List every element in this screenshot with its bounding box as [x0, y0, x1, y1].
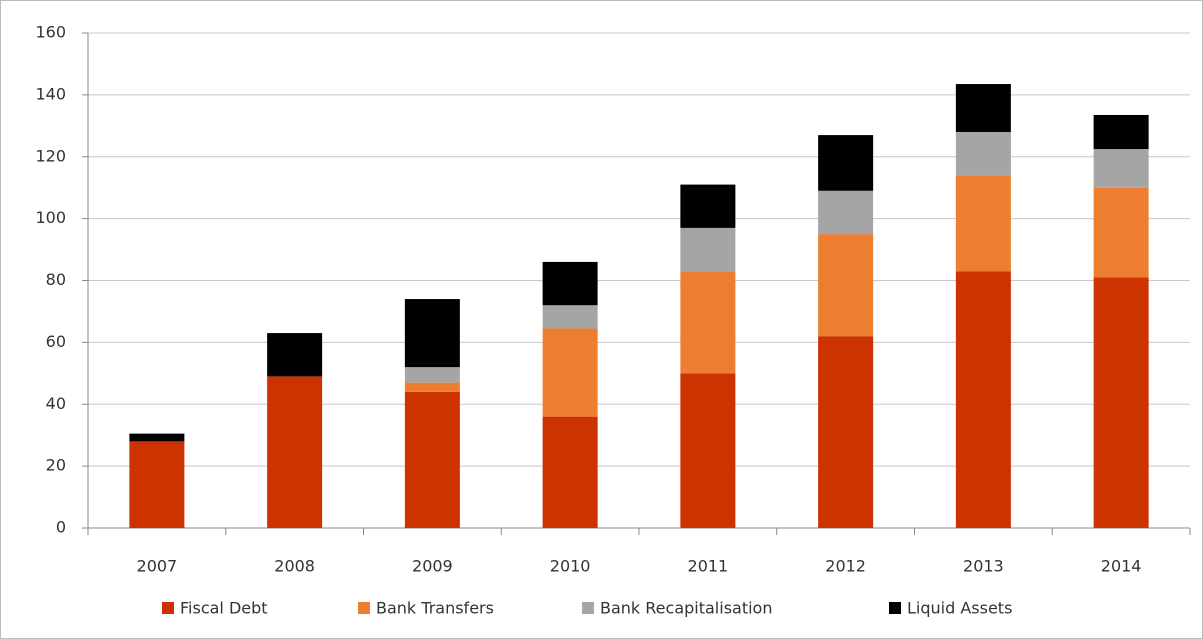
bar-segment	[680, 184, 736, 228]
bar-segment	[680, 373, 736, 528]
x-tick-label: 2011	[688, 557, 729, 576]
bar-segment	[818, 190, 874, 235]
bar-segment	[129, 441, 185, 528]
bar-segment	[542, 416, 598, 528]
x-tick-label: 2010	[550, 557, 591, 576]
y-tick-label: 120	[35, 146, 66, 165]
bar-segment	[267, 333, 323, 377]
bar-segment	[542, 305, 598, 329]
bar-segment	[404, 367, 460, 383]
bar-segment	[818, 135, 874, 191]
bar-segment	[404, 391, 460, 528]
bar-segment	[542, 328, 598, 417]
legend-label: Bank Transfers	[376, 599, 494, 618]
y-tick-label: 160	[35, 23, 66, 42]
legend-swatch	[889, 602, 901, 614]
bar-segment	[404, 299, 460, 368]
x-tick-label: 2012	[825, 557, 866, 576]
bar-segment	[1093, 277, 1149, 528]
x-tick-label: 2008	[274, 557, 315, 576]
bar-segment	[542, 261, 598, 306]
bar-segment	[818, 234, 874, 337]
bar-segment	[955, 271, 1011, 528]
x-tick-label: 2013	[963, 557, 1004, 576]
legend-swatch	[162, 602, 174, 614]
bar-segment	[1093, 114, 1149, 150]
legend-swatch	[582, 602, 594, 614]
y-tick-label: 80	[46, 270, 66, 289]
legend-label: Bank Recapitalisation	[600, 599, 772, 618]
y-tick-label: 20	[46, 456, 66, 475]
bar-segment	[1093, 187, 1149, 278]
legend-label: Liquid Assets	[907, 599, 1012, 618]
bar-segment	[680, 227, 736, 272]
x-tick-label: 2007	[137, 557, 178, 576]
y-tick-label: 40	[46, 394, 66, 413]
y-tick-label: 0	[56, 518, 66, 537]
bar-segment	[818, 336, 874, 528]
y-tick-label: 60	[46, 332, 66, 351]
bar-segment	[1093, 149, 1149, 188]
y-tick-label: 140	[35, 84, 66, 103]
legend-label: Fiscal Debt	[180, 599, 268, 618]
bar-segment	[267, 376, 323, 528]
bar-segment	[129, 433, 185, 442]
bar-segment	[955, 132, 1011, 176]
y-tick-label: 100	[35, 208, 66, 227]
bar-segment	[955, 84, 1011, 132]
x-tick-label: 2009	[412, 557, 453, 576]
x-tick-label: 2014	[1101, 557, 1142, 576]
bar-segment	[955, 175, 1011, 272]
legend-swatch	[358, 602, 370, 614]
bar-segment	[404, 382, 460, 392]
bar-segment	[680, 271, 736, 374]
